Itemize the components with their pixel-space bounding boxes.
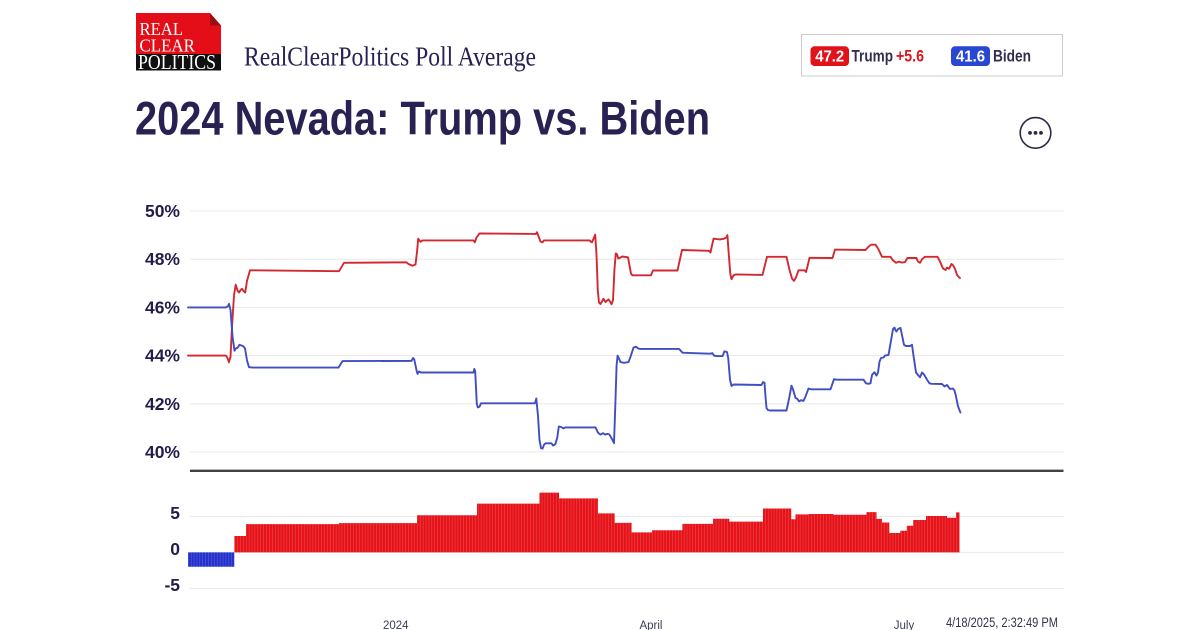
svg-text:41.6: 41.6 (956, 48, 985, 65)
svg-text:4/18/2025, 2:32:49 PM: 4/18/2025, 2:32:49 PM (946, 615, 1058, 630)
svg-text:2024: 2024 (383, 620, 409, 630)
svg-text:+5.6: +5.6 (896, 47, 924, 66)
svg-text:Trump: Trump (852, 47, 894, 66)
svg-text:50%: 50% (145, 201, 180, 221)
svg-text:44%: 44% (145, 346, 180, 366)
svg-text:CLEAR: CLEAR (140, 36, 196, 56)
svg-text:46%: 46% (145, 297, 180, 317)
svg-text:July: July (894, 620, 915, 630)
svg-text:42%: 42% (145, 394, 180, 414)
svg-text:48%: 48% (145, 249, 180, 269)
svg-text:POLITICS: POLITICS (138, 51, 216, 74)
svg-text:RealClearPolitics Poll Average: RealClearPolitics Poll Average (244, 41, 536, 71)
svg-text:2024 Nevada: Trump vs. Biden: 2024 Nevada: Trump vs. Biden (135, 93, 710, 146)
svg-text:40%: 40% (145, 442, 180, 462)
svg-text:47.2: 47.2 (815, 48, 844, 65)
svg-text:April: April (639, 620, 662, 630)
svg-text:Biden: Biden (993, 47, 1031, 66)
svg-text:-5: -5 (164, 575, 180, 595)
svg-text:0: 0 (170, 539, 180, 559)
svg-text:5: 5 (170, 503, 180, 523)
svg-text:REAL: REAL (140, 19, 184, 39)
